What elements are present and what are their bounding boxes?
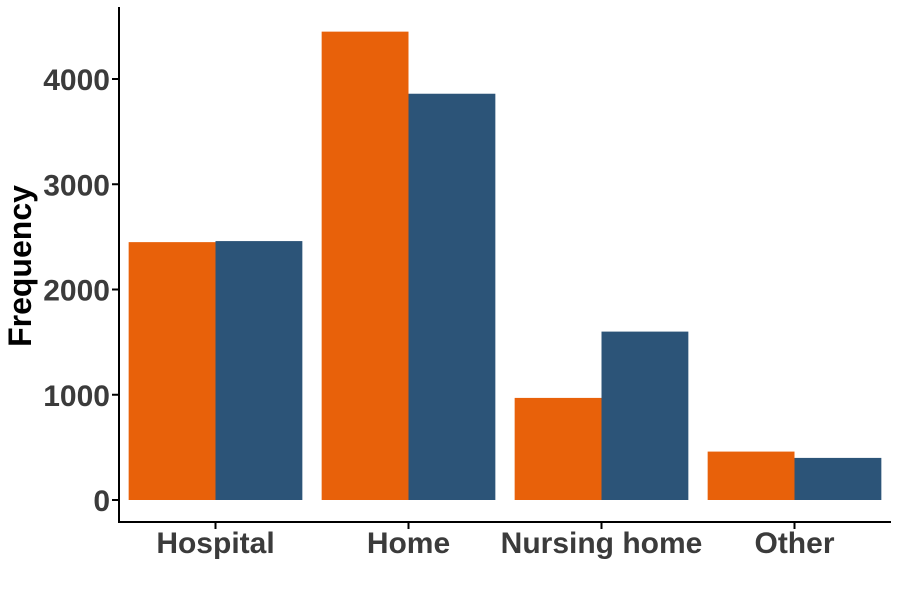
bars-layer xyxy=(128,31,882,501)
y-tick-label: 0 xyxy=(93,485,110,518)
y-tick-label: 4000 xyxy=(43,64,110,97)
y-axis-title: Frequency xyxy=(2,185,38,347)
y-tick-label: 1000 xyxy=(43,380,110,413)
bar xyxy=(321,31,409,500)
bar xyxy=(215,241,303,500)
x-tick-label: Home xyxy=(367,527,450,560)
bar xyxy=(408,93,496,501)
x-tick-label: Nursing home xyxy=(501,527,703,560)
bar xyxy=(514,397,602,500)
bar xyxy=(707,451,795,500)
bar xyxy=(794,457,882,500)
y-ticks: 0 1000 2000 3000 4000 xyxy=(43,64,119,518)
x-ticks: Hospital Home Nursing home Other xyxy=(156,522,835,560)
y-tick-label: 2000 xyxy=(43,275,110,308)
x-tick-label: Other xyxy=(754,527,834,560)
bar xyxy=(128,242,216,500)
x-tick-label: Hospital xyxy=(156,527,274,560)
bar xyxy=(601,331,689,500)
y-tick-label: 3000 xyxy=(43,169,110,202)
